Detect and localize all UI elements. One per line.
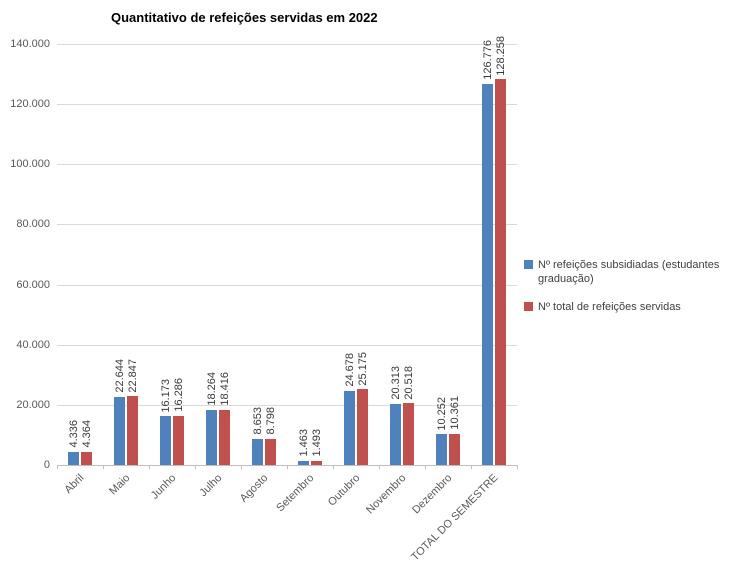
legend: Nº refeições subsidiadas (estudantes gra… — [524, 258, 726, 314]
x-axis-tick — [287, 465, 288, 469]
bar-total — [311, 460, 322, 465]
bar-subsidiadas — [252, 438, 263, 465]
x-axis-tick — [333, 465, 334, 469]
data-label: 24.678 — [343, 353, 356, 387]
chart-title: Quantitativo de refeições servidas em 20… — [111, 10, 378, 25]
y-tick-label: 60.000 — [16, 278, 50, 291]
data-label: 16.173 — [159, 378, 172, 413]
data-label: 1.493 — [310, 428, 323, 457]
gridline — [57, 344, 517, 346]
legend-item: Nº total de refeições servidas — [524, 300, 726, 314]
data-label: 10.252 — [435, 396, 448, 431]
y-tick-label: 20.000 — [16, 398, 50, 411]
y-tick-label: 120.000 — [10, 98, 50, 111]
bar-subsidiadas — [68, 451, 79, 465]
x-axis-tick — [103, 465, 104, 469]
x-axis-tick — [195, 465, 196, 469]
x-axis-tick — [241, 465, 242, 469]
data-label: 20.518 — [402, 365, 415, 400]
bar-total — [495, 79, 506, 465]
gridline — [57, 284, 517, 286]
bar-subsidiadas — [160, 416, 171, 465]
y-tick-label: 80.000 — [16, 218, 50, 231]
data-label: 18.416 — [218, 371, 231, 406]
data-label: 126.776 — [481, 40, 494, 80]
data-label: 18.264 — [205, 372, 218, 407]
gridline — [57, 44, 517, 45]
gridline — [57, 404, 517, 406]
x-axis-tick — [57, 465, 58, 469]
bar-total — [81, 451, 92, 465]
x-axis-tick — [379, 465, 380, 469]
data-label: 22.644 — [113, 359, 126, 393]
data-label: 4.336 — [67, 420, 80, 448]
bar-total — [265, 438, 276, 465]
legend-swatch-icon — [524, 260, 533, 269]
x-axis-tick — [471, 465, 472, 469]
bar-subsidiadas — [390, 403, 401, 465]
gridline — [57, 104, 517, 106]
bar-subsidiadas — [114, 396, 125, 465]
gridline — [57, 164, 517, 166]
data-label: 25.175 — [356, 351, 369, 386]
bar-total — [449, 433, 460, 465]
data-label: 20.313 — [389, 366, 402, 400]
data-label: 10.361 — [448, 396, 461, 430]
bar-subsidiadas — [344, 390, 355, 465]
bar-subsidiadas — [436, 434, 447, 465]
data-label: 4.364 — [80, 420, 93, 448]
y-tick-label: 140.000 — [10, 38, 50, 50]
data-label: 128.258 — [494, 35, 507, 76]
x-axis-tick — [149, 465, 150, 469]
bar-subsidiadas — [206, 410, 217, 465]
data-label: 8.653 — [251, 407, 264, 435]
x-axis-tick — [517, 465, 518, 469]
data-label: 8.798 — [264, 407, 277, 435]
data-label: 22.847 — [126, 358, 139, 393]
y-tick-label: 0 — [43, 459, 50, 471]
data-label: 1.463 — [297, 429, 310, 457]
bar-total — [219, 409, 230, 465]
bar-total — [403, 403, 414, 465]
bar-subsidiadas — [482, 83, 493, 465]
data-label: 16.286 — [172, 378, 185, 413]
y-tick-label: 100.000 — [10, 158, 50, 171]
bar-subsidiadas — [298, 460, 309, 465]
gridline — [57, 224, 517, 226]
x-axis-tick — [425, 465, 426, 469]
legend-swatch-icon — [524, 302, 533, 311]
bar-total — [357, 389, 368, 465]
bar-total — [127, 396, 138, 465]
y-tick-label: 40.000 — [16, 338, 50, 351]
legend-label: Nº total de refeições servidas — [538, 301, 681, 313]
legend-label: Nº refeições subsidiadas (estudantes gra… — [538, 259, 720, 285]
bar-total — [173, 416, 184, 465]
plot-area: 0 20.000 40.000 60.000 80.000 100.000 120.000 1… — [10, 36, 518, 563]
legend-item: Nº refeições subsidiadas (estudantes gra… — [524, 258, 726, 286]
